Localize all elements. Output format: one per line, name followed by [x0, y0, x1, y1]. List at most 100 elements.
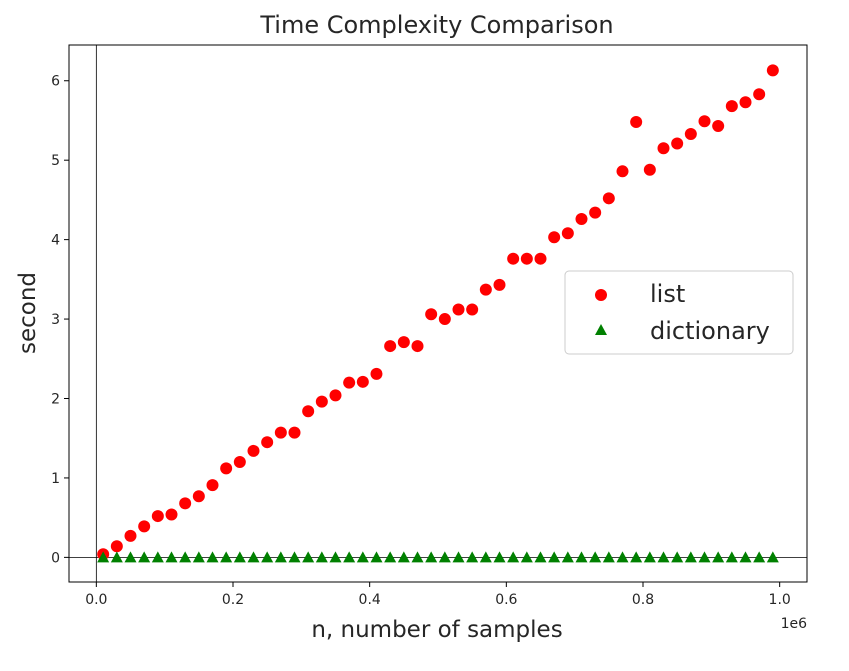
y-tick-label: 5 — [51, 153, 60, 169]
data-point-list — [725, 100, 738, 113]
data-point-dictionary — [712, 551, 725, 563]
series-list — [97, 64, 779, 561]
data-point-list — [397, 336, 410, 349]
data-point-dictionary — [575, 551, 588, 563]
data-point-list — [507, 252, 520, 265]
data-point-list — [602, 192, 615, 205]
data-point-dictionary — [534, 551, 547, 563]
data-point-list — [630, 116, 643, 129]
data-point-dictionary — [466, 551, 479, 563]
data-point-list — [438, 313, 451, 326]
data-point-list — [520, 252, 533, 265]
data-point-list — [356, 375, 369, 388]
plot-frame — [68, 44, 808, 583]
data-point-dictionary — [548, 551, 561, 563]
data-point-list — [138, 520, 151, 533]
data-point-list — [452, 303, 465, 316]
data-point-dictionary — [206, 551, 219, 563]
data-point-dictionary — [233, 551, 246, 563]
data-point-list — [329, 389, 342, 402]
data-point-dictionary — [192, 551, 205, 563]
data-point-list — [192, 490, 205, 503]
x-tick-label: 0.2 — [222, 592, 244, 608]
y-axis: 0 1 2 3 4 5 6 — [51, 74, 69, 566]
data-point-dictionary — [329, 551, 342, 563]
data-point-dictionary — [151, 551, 164, 563]
data-point-list — [548, 231, 561, 244]
data-point-dictionary — [684, 551, 697, 563]
data-point-dictionary — [493, 551, 506, 563]
data-point-list — [671, 137, 684, 150]
data-point-dictionary — [179, 551, 192, 563]
data-point-dictionary — [766, 551, 779, 563]
y-axis-label: second — [15, 272, 41, 354]
y-tick-label: 4 — [51, 233, 60, 249]
chart-title: Time Complexity Comparison — [259, 11, 613, 39]
data-point-dictionary — [302, 551, 315, 563]
data-point-dictionary — [138, 551, 151, 563]
data-point-list — [274, 426, 287, 439]
data-point-list — [657, 142, 670, 155]
data-point-dictionary — [165, 551, 178, 563]
data-point-dictionary — [507, 551, 520, 563]
data-point-list — [753, 88, 766, 101]
data-point-dictionary — [657, 551, 670, 563]
y-tick-label: 0 — [51, 550, 60, 566]
legend: list dictionary — [564, 270, 794, 355]
data-point-list — [261, 436, 274, 449]
y-tick-label: 2 — [51, 391, 60, 407]
data-point-list — [616, 165, 629, 178]
data-point-dictionary — [288, 551, 301, 563]
data-point-list — [206, 479, 219, 492]
y-tick-label: 1 — [51, 471, 60, 487]
data-point-list — [698, 115, 711, 128]
legend-label-dictionary: dictionary — [650, 317, 770, 345]
legend-box — [564, 270, 794, 355]
data-point-dictionary — [616, 551, 629, 563]
x-axis-offset-label: 1e6 — [781, 616, 808, 632]
data-point-dictionary — [602, 551, 615, 563]
data-point-list — [384, 340, 397, 353]
data-point-dictionary — [438, 551, 451, 563]
data-point-dictionary — [425, 551, 438, 563]
data-point-list — [575, 212, 588, 225]
data-point-list — [466, 303, 479, 316]
data-point-dictionary — [124, 551, 137, 563]
data-point-dictionary — [397, 551, 410, 563]
y-tick-label: 3 — [51, 312, 60, 328]
x-axis-label: n, number of samples — [311, 617, 562, 643]
data-point-list — [411, 340, 424, 353]
data-point-dictionary — [384, 551, 397, 563]
data-point-dictionary — [698, 551, 711, 563]
legend-marker-list — [595, 289, 607, 301]
x-axis: 0.0 0.2 0.4 0.6 0.8 1.0 — [85, 582, 791, 608]
data-point-list — [124, 529, 137, 542]
data-point-dictionary — [370, 551, 383, 563]
data-point-list — [712, 120, 725, 133]
data-point-dictionary — [261, 551, 274, 563]
data-point-dictionary — [753, 551, 766, 563]
data-point-dictionary — [110, 551, 123, 563]
data-point-dictionary — [671, 551, 684, 563]
data-point-list — [479, 283, 492, 296]
data-point-list — [288, 426, 301, 439]
data-point-list — [684, 127, 697, 140]
data-point-dictionary — [247, 551, 260, 563]
x-tick-label: 0.4 — [359, 592, 381, 608]
series-dictionary — [97, 551, 779, 563]
x-tick-label: 0.6 — [495, 592, 517, 608]
legend-label-list: list — [650, 280, 685, 308]
legend-marker-dictionary — [595, 324, 607, 335]
data-point-dictionary — [411, 551, 424, 563]
data-point-list — [739, 96, 752, 109]
x-tick-label: 0.0 — [85, 592, 107, 608]
data-point-dictionary — [274, 551, 287, 563]
data-point-list — [589, 206, 602, 219]
data-point-list — [493, 278, 506, 291]
data-point-dictionary — [520, 551, 533, 563]
reference-lines — [69, 45, 807, 582]
data-point-list — [643, 163, 656, 176]
data-point-list — [247, 444, 260, 457]
